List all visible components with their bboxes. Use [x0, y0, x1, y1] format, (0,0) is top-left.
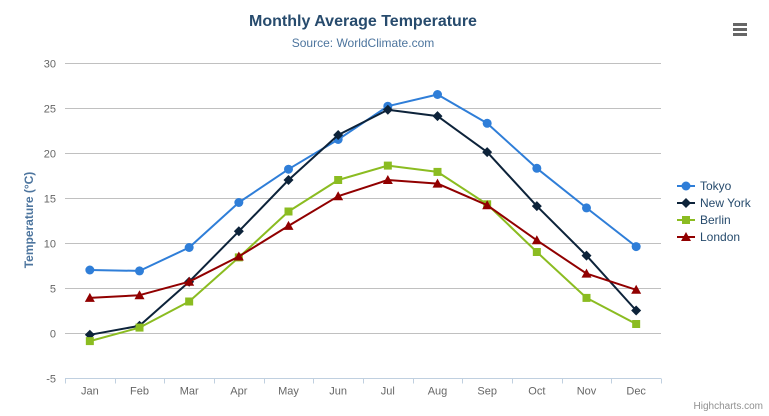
data-point-new-york[interactable] — [382, 104, 393, 115]
y-axis-label: -5 — [46, 374, 56, 386]
y-axis-label: 10 — [44, 239, 56, 251]
square-series-marker-icon — [677, 215, 695, 224]
data-point-tokyo[interactable] — [433, 90, 442, 99]
data-point-berlin[interactable] — [433, 167, 442, 176]
y-axis-label: 15 — [44, 194, 56, 206]
y-axis-label: 20 — [44, 149, 56, 161]
x-axis-label: Jul — [381, 386, 395, 398]
data-point-tokyo[interactable] — [582, 203, 591, 213]
legend: Tokyo New York Berlin London — [677, 177, 751, 245]
data-point-berlin[interactable] — [582, 293, 591, 302]
y-axis-label: 25 — [44, 104, 56, 116]
chart-subtitle: Source: WorldClimate.com — [291, 36, 435, 50]
series-line-berlin — [88, 164, 638, 343]
data-point-new-york[interactable] — [333, 130, 344, 140]
data-point-london[interactable] — [631, 284, 642, 294]
data-point-new-york[interactable] — [531, 201, 542, 212]
series-line-new-york — [88, 108, 638, 336]
diamond-series-marker-icon — [677, 197, 695, 208]
legend-item-label: New York — [700, 195, 751, 210]
export-menu-button[interactable] — [728, 18, 752, 40]
data-point-tokyo[interactable] — [234, 198, 244, 207]
data-point-new-york[interactable] — [432, 111, 443, 122]
data-point-tokyo[interactable] — [184, 243, 194, 252]
data-point-london[interactable] — [382, 175, 393, 184]
data-point-london[interactable] — [283, 220, 294, 230]
data-point-london[interactable] — [531, 235, 542, 245]
hamburger-menu-icon — [733, 32, 747, 36]
data-point-berlin[interactable] — [532, 248, 541, 256]
data-point-london[interactable] — [432, 178, 443, 188]
data-point-new-york[interactable] — [283, 175, 294, 185]
legend-item-tokyo[interactable]: Tokyo — [677, 177, 751, 194]
y-axis-label: 0 — [50, 329, 56, 341]
data-point-london[interactable] — [134, 290, 145, 300]
data-point-new-york[interactable] — [581, 250, 592, 261]
data-point-london[interactable] — [333, 191, 344, 201]
data-point-london[interactable] — [581, 268, 592, 278]
legend-item-berlin[interactable]: Berlin — [677, 211, 751, 228]
data-point-new-york[interactable] — [233, 226, 244, 237]
series-line-london — [88, 179, 638, 299]
y-axis-title: Temperature (°C) — [22, 171, 36, 269]
legend-item-label: Berlin — [700, 212, 731, 227]
data-point-berlin[interactable] — [334, 176, 343, 184]
credits-link[interactable]: Highcharts.com — [693, 401, 763, 412]
x-axis-label: Apr — [230, 386, 247, 398]
x-axis-label: Oct — [528, 386, 545, 398]
data-point-new-york[interactable] — [482, 147, 493, 158]
x-axis-label: Aug — [428, 386, 448, 398]
chart-title: Monthly Average Temperature — [249, 13, 477, 30]
legend-item-label: Tokyo — [700, 178, 732, 193]
legend-item-london[interactable]: London — [677, 228, 751, 245]
data-point-new-york[interactable] — [631, 305, 642, 316]
x-axis-label: Sep — [477, 386, 497, 398]
x-axis-label: Mar — [180, 386, 199, 398]
x-axis-label: Nov — [577, 386, 597, 398]
data-point-berlin[interactable] — [632, 320, 641, 328]
hamburger-menu-icon — [733, 22, 747, 26]
triangle-series-marker-icon — [677, 231, 695, 241]
x-axis-label: Dec — [626, 386, 646, 398]
data-point-tokyo[interactable] — [532, 163, 542, 173]
legend-item-new-york[interactable]: New York — [677, 194, 751, 211]
x-axis-label: Feb — [130, 386, 149, 398]
data-point-london[interactable] — [482, 200, 493, 210]
data-point-tokyo[interactable] — [85, 265, 95, 275]
hamburger-menu-icon — [733, 27, 747, 31]
data-point-berlin[interactable] — [135, 323, 144, 332]
data-point-berlin[interactable] — [185, 297, 194, 306]
data-point-tokyo[interactable] — [284, 164, 293, 174]
x-axis-label: Jan — [81, 386, 99, 398]
data-point-berlin[interactable] — [85, 337, 94, 346]
data-point-berlin[interactable] — [284, 207, 293, 216]
series-line-tokyo — [88, 93, 638, 272]
data-point-berlin[interactable] — [383, 161, 392, 170]
data-point-london[interactable] — [84, 292, 95, 302]
circle-series-marker-icon — [677, 181, 695, 190]
y-axis-label: 30 — [44, 59, 56, 71]
data-point-tokyo[interactable] — [482, 118, 492, 128]
y-axis-label: 5 — [50, 284, 56, 296]
legend-item-label: London — [700, 229, 741, 244]
data-point-london[interactable] — [233, 251, 244, 261]
data-point-tokyo[interactable] — [631, 242, 641, 252]
x-axis-label: May — [278, 386, 299, 398]
x-axis-label: Jun — [329, 386, 347, 398]
data-point-london[interactable] — [184, 276, 195, 286]
data-point-tokyo[interactable] — [135, 266, 144, 276]
